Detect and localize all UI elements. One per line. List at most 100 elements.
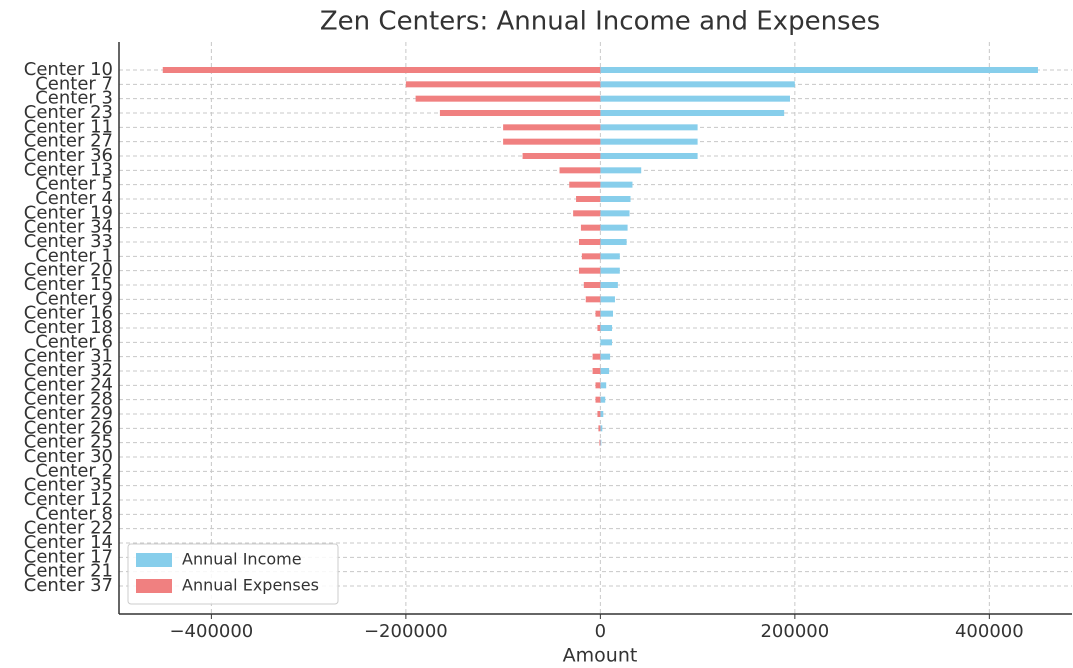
y-tick-label: Center 27 (24, 131, 113, 152)
bar (599, 439, 601, 446)
bar (595, 382, 601, 389)
bar (559, 167, 601, 174)
bar (600, 353, 611, 360)
y-tick-label: Center 16 (24, 303, 113, 324)
x-tick-label: −400000 (169, 621, 253, 642)
bar (405, 81, 601, 88)
bar (600, 167, 642, 174)
x-tick-label: −200000 (364, 621, 448, 642)
bar (600, 224, 628, 231)
y-tick-label: Center 1 (35, 245, 113, 266)
bar (415, 95, 601, 102)
y-tick-label: Center 8 (35, 503, 113, 524)
y-tick-label: Center 36 (24, 145, 113, 166)
y-tick-label: Center 13 (24, 159, 113, 180)
y-tick-label: Center 9 (35, 288, 113, 309)
y-tick-label: Center 21 (24, 561, 113, 582)
bar (592, 353, 601, 360)
y-tick-label: Center 5 (35, 174, 113, 195)
y-tick-label: Center 14 (24, 532, 113, 553)
bar (600, 425, 603, 432)
legend-swatch (136, 553, 172, 567)
y-tick-label: Center 20 (24, 260, 113, 281)
bar (600, 210, 630, 217)
bar (592, 368, 601, 374)
bar (600, 239, 627, 245)
y-tick-label: Center 18 (24, 317, 113, 338)
bar (573, 210, 601, 217)
legend-label: Annual Expenses (182, 576, 319, 595)
y-tick-label: Center 15 (24, 274, 113, 295)
y-tick-label: Center 4 (35, 188, 113, 209)
y-tick-label: Center 37 (24, 575, 113, 596)
y-tick-label: Center 3 (35, 88, 113, 109)
y-tick-label: Center 35 (24, 475, 113, 496)
bar (600, 124, 698, 131)
bar (162, 67, 601, 73)
y-tick-label: Center 12 (24, 489, 113, 510)
bar (578, 267, 601, 274)
bar (576, 196, 601, 202)
bar (600, 153, 698, 159)
bar (578, 239, 601, 245)
y-tick-label: Center 25 (24, 432, 113, 453)
bar (583, 282, 601, 288)
bar (581, 253, 601, 260)
y-tick-label: Center 22 (24, 518, 113, 539)
bar (600, 396, 606, 403)
y-tick-label: Center 7 (35, 73, 113, 94)
chart-title: Zen Centers: Annual Income and Expenses (320, 7, 880, 37)
y-tick-label: Center 34 (24, 217, 113, 238)
y-tick-label: Center 26 (24, 417, 113, 438)
x-tick-label: 0 (595, 621, 606, 642)
bar (600, 439, 602, 446)
y-tick-label: Center 19 (24, 202, 113, 223)
x-tick-label: 400000 (955, 621, 1024, 642)
y-tick-label: Center 30 (24, 446, 113, 467)
bar (600, 81, 795, 88)
bar (597, 325, 601, 331)
bar (600, 310, 614, 317)
bar (600, 138, 698, 145)
bar (439, 110, 601, 116)
bar (600, 67, 1038, 73)
bar (585, 296, 601, 303)
x-axis-label: Amount (563, 645, 638, 667)
bar (600, 282, 618, 288)
bar (595, 310, 601, 317)
y-tick-label: Center 29 (24, 403, 113, 424)
bar (600, 267, 620, 274)
bar (597, 411, 601, 417)
bar (600, 196, 631, 202)
y-tick-label: Center 2 (35, 460, 113, 481)
bar (569, 181, 601, 188)
y-tick-label: Center 11 (24, 116, 113, 137)
bar (580, 224, 601, 231)
bar (600, 110, 785, 116)
y-tick-label: Center 6 (35, 331, 113, 352)
legend-label: Annual Income (182, 550, 302, 569)
bar (600, 95, 790, 102)
bar (600, 253, 620, 260)
x-tick-label: 200000 (760, 621, 829, 642)
bar (600, 296, 615, 303)
bar (600, 325, 613, 331)
y-tick-label: Center 24 (24, 374, 113, 395)
bar (503, 124, 601, 131)
y-tick-label: Center 28 (24, 389, 113, 410)
y-tick-label: Center 32 (24, 360, 113, 381)
y-tick-label: Center 33 (24, 231, 113, 252)
bar (598, 425, 601, 432)
bar (600, 382, 607, 389)
y-tick-label: Center 23 (24, 102, 113, 123)
y-tick-label: Center 17 (24, 546, 113, 567)
y-tick-label: Center 10 (24, 59, 113, 80)
bar (600, 411, 604, 417)
bar (600, 339, 613, 346)
legend-swatch (136, 579, 172, 593)
bar (595, 396, 601, 403)
bar (503, 138, 601, 145)
bar (600, 181, 633, 188)
y-tick-label: Center 31 (24, 346, 113, 367)
